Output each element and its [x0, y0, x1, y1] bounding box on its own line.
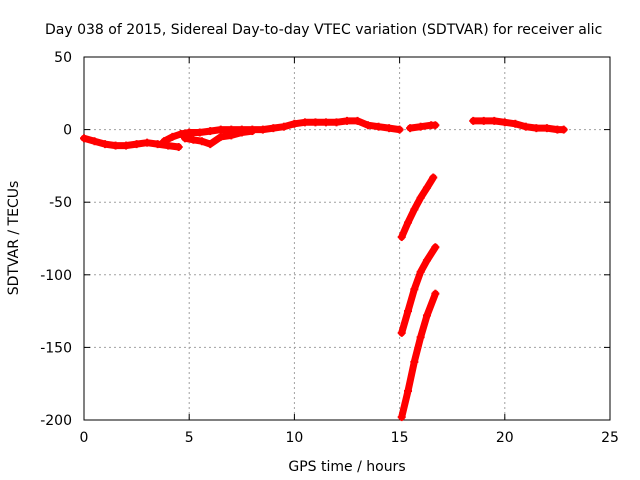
- data-point: [143, 138, 152, 147]
- data-point: [159, 137, 168, 146]
- data-point: [422, 256, 431, 265]
- x-tick-label: 25: [601, 430, 619, 446]
- data-point: [216, 132, 225, 141]
- data-point: [122, 141, 131, 150]
- data-point: [300, 118, 309, 127]
- data-point: [416, 267, 425, 276]
- data-point: [511, 119, 520, 128]
- data-point: [500, 118, 509, 127]
- data-point: [416, 122, 425, 131]
- series-band: [398, 174, 437, 241]
- data-point: [343, 116, 351, 125]
- series-band: [469, 117, 568, 134]
- data-point: [153, 140, 162, 149]
- data-point: [195, 128, 204, 137]
- data-point: [227, 131, 236, 140]
- data-point: [248, 127, 257, 136]
- data-point: [279, 122, 288, 131]
- y-tick-label: -150: [40, 340, 72, 356]
- data-point: [521, 122, 530, 131]
- data-point: [364, 121, 373, 130]
- data-point: [422, 183, 431, 192]
- data-point: [397, 233, 406, 242]
- y-axis-label: SDTVAR / TECUs: [6, 181, 22, 296]
- data-point: [397, 413, 406, 422]
- grid: [84, 57, 610, 420]
- x-tick-label: 20: [496, 430, 514, 446]
- data-point: [469, 116, 478, 125]
- x-axis-label: GPS time / hours: [288, 459, 405, 475]
- x-tick-label: 10: [285, 430, 303, 446]
- y-tick-label: -200: [40, 413, 72, 429]
- data-point: [397, 328, 406, 337]
- series-band: [80, 134, 183, 151]
- data-point: [189, 135, 198, 144]
- data-point: [132, 140, 141, 149]
- data-point: [269, 124, 278, 133]
- data-point: [416, 333, 425, 342]
- data-point: [174, 143, 183, 152]
- data-point: [422, 311, 431, 320]
- data-point: [410, 205, 419, 214]
- x-tick-label: 0: [80, 430, 89, 446]
- data-point: [290, 119, 299, 128]
- series-band: [398, 290, 439, 421]
- data-point: [431, 289, 440, 298]
- data-point: [429, 173, 438, 182]
- x-tick-label: 5: [185, 430, 194, 446]
- data-point: [416, 193, 425, 202]
- data-point: [410, 285, 419, 294]
- data-point: [332, 118, 341, 127]
- data-point: [353, 116, 362, 125]
- data-point: [395, 125, 404, 134]
- data-point: [101, 140, 110, 149]
- data-point: [176, 129, 185, 138]
- data-point: [404, 218, 413, 227]
- data-point: [237, 128, 246, 137]
- data-point: [431, 121, 440, 130]
- data-point: [431, 243, 440, 252]
- data-point: [406, 124, 415, 133]
- data-point: [80, 134, 88, 143]
- data-point: [374, 122, 383, 131]
- data-point: [490, 116, 499, 125]
- data-point: [185, 128, 194, 137]
- y-tick-label: -100: [40, 268, 72, 284]
- data-point: [206, 127, 215, 136]
- data-point: [311, 118, 320, 127]
- data-point: [404, 307, 413, 316]
- data-point: [410, 357, 419, 366]
- data-point: [321, 118, 330, 127]
- data-point: [385, 124, 394, 133]
- data-point: [559, 125, 568, 134]
- x-tick-label: 15: [391, 430, 409, 446]
- data-point: [542, 124, 551, 133]
- y-tick-label: 50: [54, 50, 72, 66]
- data-point: [111, 141, 120, 150]
- data-point: [258, 125, 267, 134]
- plot-frame: [83, 56, 611, 421]
- data-point: [168, 132, 177, 141]
- series-band: [398, 243, 439, 337]
- data-point: [206, 140, 215, 149]
- data-point: [90, 137, 99, 146]
- data-point: [180, 134, 189, 143]
- chart-title: Day 038 of 2015, Sidereal Day-to-day VTE…: [45, 22, 602, 38]
- y-tick-label: -50: [49, 195, 72, 211]
- ticks: 0 5 10 15 20 25 50 0 -50 -100 -150 -200: [40, 50, 619, 446]
- data-point: [216, 125, 225, 134]
- data-point: [197, 137, 206, 146]
- y-tick-label: 0: [63, 123, 72, 139]
- data-point: [479, 116, 488, 125]
- data-point: [532, 124, 541, 133]
- data-marks: [80, 116, 568, 422]
- data-point: [404, 386, 413, 395]
